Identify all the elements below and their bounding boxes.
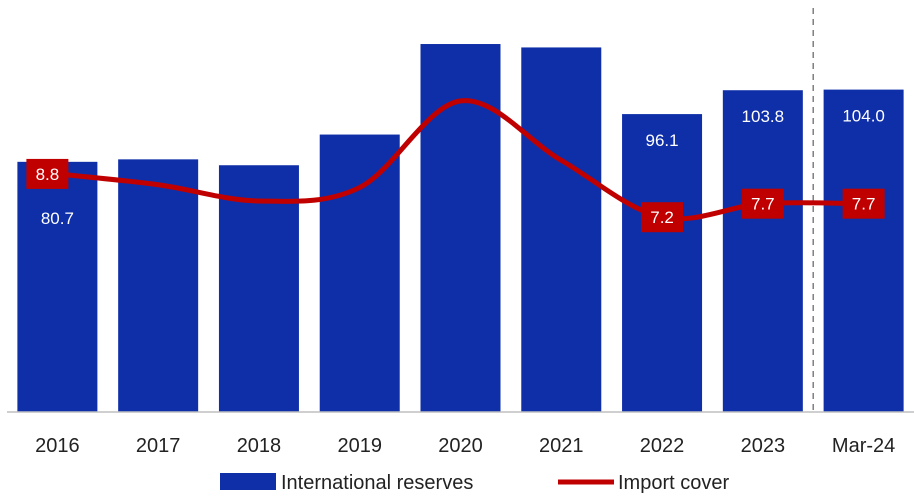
bar-2023 (722, 90, 803, 412)
bar-2017 (118, 159, 199, 412)
import-cover-labels: 8.8 7.2 7.7 7.7 (26, 158, 885, 233)
bar-2019 (319, 134, 400, 413)
x-tick-label-2023: 2023 (741, 435, 786, 457)
bar-value-label-2016: 80.7 (41, 209, 74, 228)
import-cover-line (54, 98, 867, 222)
bar-2016 (17, 161, 98, 412)
import-cover-marker-2022 (641, 202, 684, 233)
import-cover-marker-Mar-24 (842, 188, 885, 219)
bar-value-label-2022: 96.1 (646, 131, 679, 150)
x-tick-label-2019: 2019 (337, 435, 382, 457)
bar-value-label-Mar-24: 104.0 (842, 107, 885, 126)
x-tick-label-2016: 2016 (35, 435, 80, 457)
x-tick-label-2022: 2022 (640, 435, 685, 457)
x-tick-label-2020: 2020 (438, 435, 483, 457)
x-tick-label-Mar-24: Mar-24 (832, 435, 895, 457)
import-cover-line-layer (54, 98, 867, 222)
legend-import-cover-label: Import cover (618, 472, 729, 494)
bar-2018 (218, 165, 299, 412)
reserves-bars (17, 44, 904, 413)
x-axis-tick-labels: 2016 2017 2018 2019 2020 2021 2022 2023 Mar-24 (35, 435, 895, 457)
import-cover-marker-2016 (26, 158, 69, 189)
legend-reserves-label: International reserves (281, 472, 473, 494)
import-cover-label-Mar-24: 7.7 (852, 195, 876, 214)
import-cover-label-2023: 7.7 (751, 195, 775, 214)
bar-value-label-2023: 103.8 (742, 107, 785, 126)
import-cover-label-2016: 8.8 (36, 165, 60, 184)
bar-Mar-24 (823, 89, 904, 412)
bar-value-labels: 80.7 96.1 103.8 104.0 (41, 107, 885, 228)
import-cover-marker-2023 (741, 188, 784, 219)
legend: International reserves Import cover (220, 472, 729, 494)
import-cover-label-2022: 7.2 (650, 208, 674, 227)
x-tick-label-2018: 2018 (237, 435, 282, 457)
bar-2022 (622, 114, 703, 412)
x-tick-label-2017: 2017 (136, 435, 181, 457)
legend-reserves-swatch (220, 473, 276, 490)
bar-2021 (521, 47, 602, 412)
x-tick-label-2021: 2021 (539, 435, 584, 457)
